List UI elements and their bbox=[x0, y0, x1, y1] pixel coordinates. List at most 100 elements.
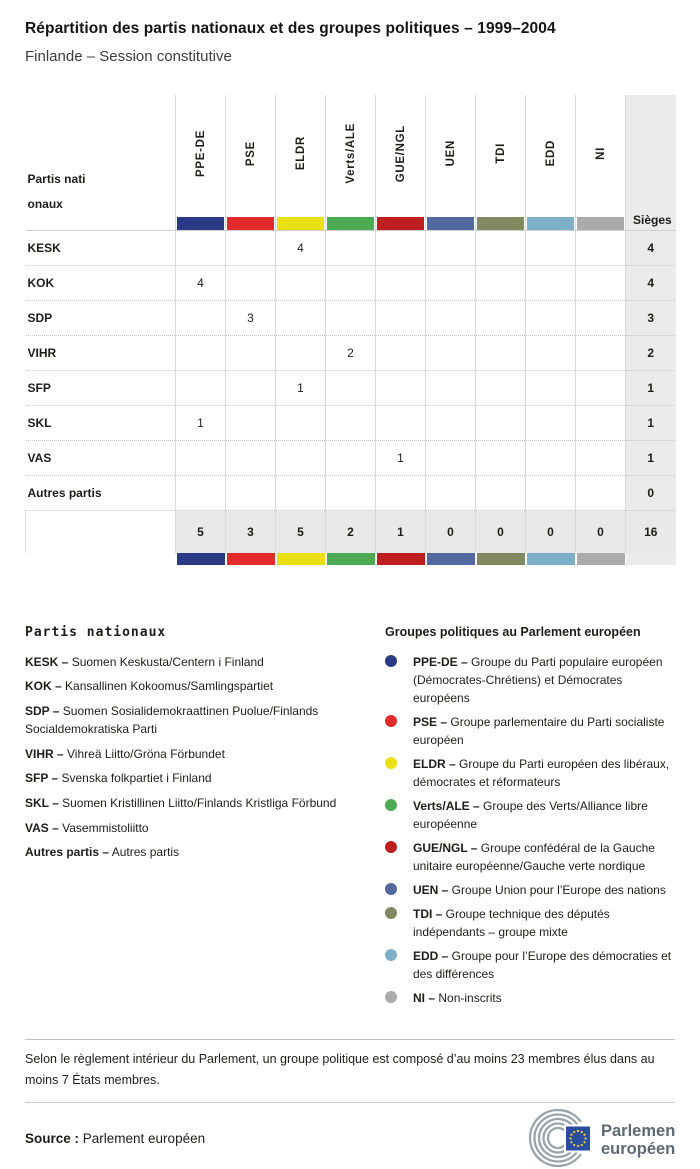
logo-text-line1: Parlement bbox=[601, 1122, 675, 1140]
value-cell bbox=[525, 230, 576, 266]
value-cell bbox=[325, 370, 376, 406]
group-color-dot bbox=[385, 990, 397, 1003]
value-cell bbox=[275, 405, 326, 441]
value-cell: 1 bbox=[375, 440, 426, 476]
value-cell bbox=[175, 300, 226, 336]
party-name-cell: VAS bbox=[27, 451, 52, 465]
group-color-bar bbox=[426, 552, 475, 565]
value-cell: 4 bbox=[275, 230, 326, 266]
group-color-bar bbox=[477, 217, 524, 230]
value-cell bbox=[225, 370, 276, 406]
value-cell bbox=[575, 475, 626, 511]
list-item: SFP – Svenska folkpartiet i Finland bbox=[25, 771, 212, 786]
party-name-cell: Autres partis bbox=[27, 486, 102, 500]
value-cell bbox=[425, 370, 476, 406]
value-cell bbox=[425, 440, 476, 476]
divider bbox=[25, 1038, 675, 1040]
value-cell bbox=[225, 335, 276, 371]
table-row: SDP 3 3 bbox=[25, 300, 676, 336]
group-color-bar bbox=[327, 217, 374, 230]
value-cell: 3 bbox=[225, 300, 276, 336]
table-row: SKL 1 1 bbox=[25, 405, 676, 441]
group-column-header: PSE bbox=[225, 95, 276, 217]
parliament-hemicycle-icon: Parlement européen bbox=[528, 1108, 675, 1168]
value-cell bbox=[325, 265, 376, 301]
value-cell bbox=[325, 440, 376, 476]
value-cell bbox=[175, 475, 226, 511]
group-color-bar bbox=[326, 552, 375, 565]
seats-cell: 1 bbox=[625, 405, 676, 441]
value-cell bbox=[525, 265, 576, 301]
national-parties-legend: Partis nationaux KESK – Suomen Keskusta/… bbox=[25, 625, 360, 1013]
value-cell bbox=[575, 440, 626, 476]
group-color-bar bbox=[527, 217, 574, 230]
total-seats-cell: 16 bbox=[625, 510, 676, 553]
value-cell bbox=[475, 405, 526, 441]
page-subtitle: Finlande – Session constitutive bbox=[25, 48, 232, 65]
value-cell bbox=[425, 230, 476, 266]
value-cell bbox=[175, 440, 226, 476]
political-groups-legend: Groupes politiques au Parlement européen… bbox=[385, 625, 675, 1013]
value-cell bbox=[475, 300, 526, 336]
national-parties-legend-heading: Partis nationaux bbox=[25, 624, 167, 640]
value-cell bbox=[525, 475, 576, 511]
political-groups-legend-heading: Groupes politiques au Parlement européen bbox=[385, 624, 641, 639]
list-item: PPE-DE – Groupe du Parti populaire europ… bbox=[385, 653, 675, 707]
total-cell: 2 bbox=[325, 510, 376, 553]
distribution-table: Partis nationaux PPE-DE PSE ELDR Verts/A… bbox=[25, 95, 676, 565]
value-cell bbox=[325, 230, 376, 266]
value-cell bbox=[275, 475, 326, 511]
group-color-bar bbox=[576, 552, 625, 565]
list-item: PSE – Groupe parlementaire du Parti soci… bbox=[385, 713, 675, 749]
table-row: KOK 4 4 bbox=[25, 265, 676, 301]
group-color-bar bbox=[427, 217, 474, 230]
table-row: SFP 1 1 bbox=[25, 370, 676, 406]
legends: Partis nationaux KESK – Suomen Keskusta/… bbox=[25, 625, 675, 1013]
value-cell bbox=[375, 335, 426, 371]
value-cell bbox=[325, 405, 376, 441]
list-item: KOK – Kansallinen Kokoomus/Samlingsparti… bbox=[25, 679, 274, 694]
seats-cell: 0 bbox=[625, 475, 676, 511]
value-cell bbox=[375, 265, 426, 301]
table-header-row: Partis nationaux PPE-DE PSE ELDR Verts/A… bbox=[25, 95, 676, 231]
list-item: ELDR – Groupe du Parti européen des libé… bbox=[385, 755, 675, 791]
group-color-dot bbox=[385, 906, 397, 919]
group-header-label: GUE/NGL bbox=[394, 124, 407, 183]
value-cell bbox=[475, 475, 526, 511]
value-cell bbox=[375, 300, 426, 336]
value-cell bbox=[475, 370, 526, 406]
table-row: Autres partis 0 bbox=[25, 475, 676, 511]
list-item: SDP – Suomen Sosialidemokraattinen Puolu… bbox=[25, 703, 319, 737]
value-cell bbox=[225, 265, 276, 301]
group-header-label: PPE-DE bbox=[194, 129, 207, 178]
seats-column-header: Sièges bbox=[633, 213, 672, 227]
value-cell bbox=[325, 475, 376, 511]
group-color-bar bbox=[226, 552, 275, 565]
seats-cell: 1 bbox=[625, 370, 676, 406]
logo-text-line2: européen bbox=[601, 1140, 675, 1158]
value-cell bbox=[275, 440, 326, 476]
party-name-cell: SKL bbox=[27, 416, 52, 430]
value-cell bbox=[225, 440, 276, 476]
group-column-header: PPE-DE bbox=[175, 95, 226, 217]
totals-blank-cell bbox=[25, 510, 176, 553]
list-item: Autres partis – Autres partis bbox=[25, 845, 180, 860]
group-color-bar bbox=[476, 552, 525, 565]
total-cell: 3 bbox=[225, 510, 276, 553]
group-header-label: PSE bbox=[244, 140, 257, 167]
group-color-bar bbox=[227, 217, 274, 230]
group-column-header: TDI bbox=[475, 95, 526, 217]
list-item: VIHR – Vihreä Liitto/Gröna Förbundet bbox=[25, 746, 225, 761]
value-cell bbox=[225, 475, 276, 511]
parties-column-header-cell: Partis nationaux bbox=[25, 95, 176, 231]
value-cell: 1 bbox=[275, 370, 326, 406]
total-cell: 0 bbox=[525, 510, 576, 553]
group-column-header: EDD bbox=[525, 95, 576, 217]
list-item: KESK – Suomen Keskusta/Centern i Finland bbox=[25, 654, 264, 669]
group-color-bar bbox=[176, 552, 225, 565]
list-item: SKL – Suomen Kristillinen Liitto/Finland… bbox=[25, 796, 337, 811]
value-cell bbox=[325, 300, 376, 336]
total-cell: 0 bbox=[475, 510, 526, 553]
total-cell: 5 bbox=[275, 510, 326, 553]
group-color-bar bbox=[177, 217, 224, 230]
